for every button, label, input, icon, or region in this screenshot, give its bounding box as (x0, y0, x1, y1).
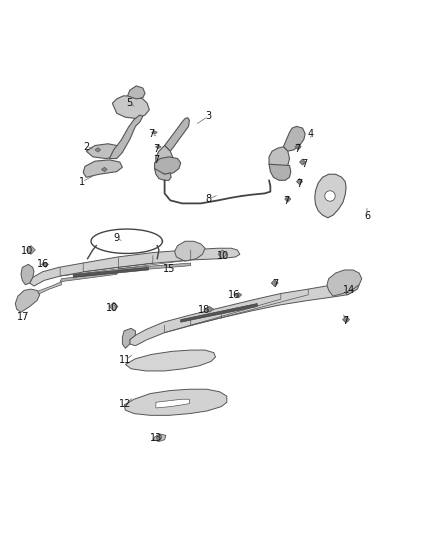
Polygon shape (27, 246, 35, 254)
Text: 7: 7 (342, 316, 348, 326)
Polygon shape (285, 196, 291, 202)
Polygon shape (33, 282, 61, 295)
Polygon shape (300, 159, 306, 165)
Polygon shape (15, 289, 40, 312)
Polygon shape (122, 328, 135, 349)
Circle shape (156, 434, 162, 440)
Circle shape (325, 191, 335, 201)
Polygon shape (153, 434, 166, 441)
Text: 1: 1 (79, 176, 85, 187)
Text: 7: 7 (301, 159, 307, 169)
Polygon shape (181, 303, 257, 322)
Polygon shape (315, 174, 346, 218)
Polygon shape (175, 241, 205, 261)
Text: 14: 14 (343, 286, 356, 295)
Text: 7: 7 (283, 196, 290, 206)
Text: 5: 5 (127, 98, 133, 108)
Text: 6: 6 (364, 212, 370, 221)
Polygon shape (283, 126, 305, 151)
Polygon shape (155, 157, 181, 174)
Text: 8: 8 (205, 194, 211, 204)
Text: 9: 9 (113, 233, 120, 243)
Polygon shape (95, 148, 101, 152)
Polygon shape (73, 268, 148, 277)
Polygon shape (343, 316, 350, 323)
Polygon shape (271, 279, 278, 287)
Polygon shape (60, 272, 118, 282)
Text: 2: 2 (83, 142, 89, 152)
Text: 7: 7 (153, 144, 159, 154)
Polygon shape (118, 263, 191, 272)
Polygon shape (156, 146, 173, 172)
Text: 7: 7 (294, 144, 300, 154)
Polygon shape (155, 157, 161, 160)
Polygon shape (102, 167, 107, 172)
Text: 3: 3 (205, 111, 211, 122)
Polygon shape (297, 179, 303, 184)
Text: 17: 17 (17, 312, 29, 321)
Polygon shape (295, 144, 301, 150)
Polygon shape (269, 147, 290, 172)
Text: 10: 10 (21, 246, 34, 256)
Polygon shape (218, 250, 227, 259)
Polygon shape (327, 270, 362, 296)
Polygon shape (204, 306, 214, 312)
Polygon shape (152, 131, 157, 134)
Polygon shape (155, 168, 171, 180)
Polygon shape (110, 302, 118, 311)
Text: 10: 10 (106, 303, 119, 313)
Polygon shape (42, 262, 48, 268)
Text: 7: 7 (153, 155, 159, 165)
Polygon shape (234, 293, 242, 298)
Polygon shape (110, 115, 143, 158)
Text: 16: 16 (228, 290, 240, 300)
Text: 7: 7 (272, 279, 279, 289)
Text: 7: 7 (297, 179, 303, 189)
Text: 11: 11 (119, 355, 131, 365)
Text: 12: 12 (119, 399, 131, 409)
Polygon shape (125, 350, 215, 371)
Polygon shape (155, 145, 161, 149)
Polygon shape (86, 144, 120, 158)
Polygon shape (113, 96, 149, 118)
Polygon shape (30, 248, 240, 286)
Polygon shape (124, 389, 227, 415)
Polygon shape (21, 264, 34, 285)
Text: 15: 15 (163, 264, 175, 273)
Text: 18: 18 (198, 305, 210, 315)
Polygon shape (83, 160, 122, 177)
Polygon shape (156, 399, 189, 408)
Text: 7: 7 (148, 129, 155, 139)
Polygon shape (127, 86, 145, 99)
Text: 13: 13 (150, 433, 162, 443)
Polygon shape (165, 118, 189, 151)
Polygon shape (343, 279, 359, 295)
Polygon shape (269, 164, 291, 180)
Text: 4: 4 (307, 129, 314, 139)
Text: 16: 16 (37, 260, 49, 269)
Polygon shape (130, 285, 353, 346)
Text: 10: 10 (217, 251, 230, 261)
